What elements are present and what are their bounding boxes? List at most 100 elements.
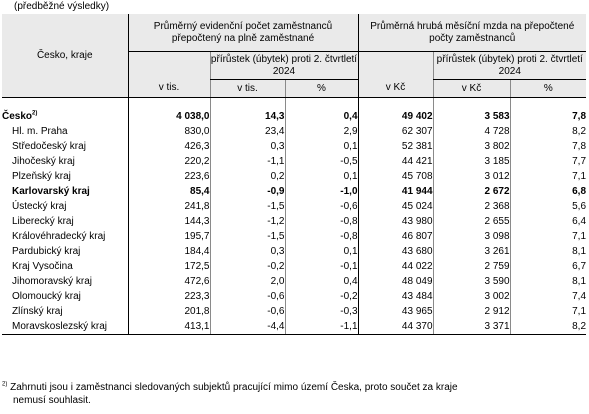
wage-value: 41 944 xyxy=(357,184,434,199)
table-caption: (předběžné výsledky) xyxy=(14,1,110,12)
employees-change-pct: -0,8 xyxy=(284,214,359,229)
wage-change-pct: 6,7 xyxy=(509,259,587,274)
wage-change-abs: 2 655 xyxy=(432,214,511,229)
employees-change-pct: -1,1 xyxy=(284,319,359,335)
employees-value: 413,1 xyxy=(127,319,210,335)
table-row: Moravskoslezský kraj 413,1 -4,4 -1,1 44 … xyxy=(2,319,587,335)
table-row: Středočeský kraj 426,3 0,3 0,1 52 381 3 … xyxy=(2,139,587,154)
wage-change-pct: 7,1 xyxy=(509,229,587,244)
employees-change-abs: 14,3 xyxy=(209,97,285,124)
wage-value: 43 680 xyxy=(357,244,434,259)
table-row: Pardubický kraj 184,4 0,3 0,1 43 680 3 2… xyxy=(2,244,587,259)
table-row: Kraj Vysočina 172,5 -0,2 -0,1 44 022 2 7… xyxy=(2,259,587,274)
employees-value: 223,3 xyxy=(127,289,210,304)
table-row: Česko2) 4 038,0 14,3 0,4 49 402 3 583 7,… xyxy=(2,97,587,124)
footnote: 2) Zahrnuti jsou i zaměstnanci sledovaný… xyxy=(2,381,458,407)
employees-change-pct: 0,1 xyxy=(284,139,359,154)
region-name: Jihočeský kraj xyxy=(12,155,75,167)
employees-change-pct: -0,1 xyxy=(284,259,359,274)
wage-change-abs: 3 371 xyxy=(432,319,511,335)
wage-change-abs: 3 583 xyxy=(432,97,511,124)
wage-change-abs-header: v Kč xyxy=(432,79,511,98)
wage-change-pct: 6,4 xyxy=(509,214,587,229)
employees-value: 195,7 xyxy=(127,229,210,244)
employees-value: 472,6 xyxy=(127,274,210,289)
wage-change-abs: 3 261 xyxy=(432,244,511,259)
employees-change-pct: 0,4 xyxy=(284,274,359,289)
region-name: Hl. m. Praha xyxy=(12,125,68,137)
employees-change-pct: -1,0 xyxy=(284,184,359,199)
wage-change-abs: 3 802 xyxy=(432,139,511,154)
employees-change-pct: 0,4 xyxy=(284,97,359,124)
region-name: Středočeský kraj xyxy=(12,140,86,152)
employees-value: 830,0 xyxy=(127,124,210,139)
employees-value: 85,4 xyxy=(127,184,210,199)
wage-value: 43 965 xyxy=(357,304,434,319)
wage-value: 44 421 xyxy=(357,154,434,169)
employees-change-pct: -0,3 xyxy=(284,304,359,319)
employees-change-pct-header: % xyxy=(284,79,359,98)
wage-change-abs: 2 759 xyxy=(432,259,511,274)
wage-change-pct: 7,7 xyxy=(509,154,587,169)
table-row: Olomoucký kraj 223,3 -0,6 -0,2 43 484 3 … xyxy=(2,289,587,304)
region-column-header: Česko, kraje xyxy=(2,14,128,98)
footnote-marker: 2) xyxy=(32,110,38,117)
wage-value: 43 980 xyxy=(357,214,434,229)
wage-change-abs: 3 012 xyxy=(432,169,511,184)
employees-change-pct: -0,5 xyxy=(284,154,359,169)
employees-value: 223,6 xyxy=(127,169,210,184)
region-name: Olomoucký kraj xyxy=(12,290,81,302)
employees-value: 220,2 xyxy=(127,154,210,169)
employees-value: 241,8 xyxy=(127,199,210,214)
employees-change-abs: -0,6 xyxy=(209,289,285,304)
wage-change-abs: 3 002 xyxy=(432,289,511,304)
table-row: Liberecký kraj 144,3 -1,2 -0,8 43 980 2 … xyxy=(2,214,587,229)
wage-value: 45 024 xyxy=(357,199,434,214)
employees-value: 172,5 xyxy=(127,259,210,274)
region-name: Jihomoravský kraj xyxy=(12,275,93,287)
table-row: Plzeňský kraj 223,6 0,2 0,1 45 708 3 012… xyxy=(2,169,587,184)
employees-change-pct: 2,9 xyxy=(284,124,359,139)
wage-change-pct: 7,1 xyxy=(509,304,587,319)
wage-change-abs: 4 728 xyxy=(432,124,511,139)
wage-change-pct: 6,8 xyxy=(509,184,587,199)
wage-change-pct: 7,1 xyxy=(509,169,587,184)
table-row: Královéhradecký kraj 195,7 -1,5 -0,8 46 … xyxy=(2,229,587,244)
wage-value: 44 370 xyxy=(357,319,434,335)
wage-value: 52 381 xyxy=(357,139,434,154)
employees-change-abs: 0,3 xyxy=(209,139,285,154)
employees-value: 144,3 xyxy=(127,214,210,229)
wage-change-abs: 2 672 xyxy=(432,184,511,199)
footnote-line-2: nemusí souhlasit. xyxy=(13,395,91,406)
wage-change-pct: 5,6 xyxy=(509,199,587,214)
region-name: Zlínský kraj xyxy=(12,305,63,317)
wage-value: 49 402 xyxy=(357,97,434,124)
region-name: Ústecký kraj xyxy=(12,200,67,212)
table-row: Ústecký kraj 241,8 -1,5 -0,6 45 024 2 36… xyxy=(2,199,587,214)
wage-value: 46 807 xyxy=(357,229,434,244)
wage-value: 45 708 xyxy=(357,169,434,184)
wage-change-pct: 8,2 xyxy=(509,319,587,335)
employees-change-abs: -0,2 xyxy=(209,259,285,274)
table-row: Karlovarský kraj 85,4 -0,9 -1,0 41 944 2… xyxy=(2,184,587,199)
employees-change-abs: 2,0 xyxy=(209,274,285,289)
employees-unit-header: v tis. xyxy=(127,51,210,98)
wage-change-pct: 7,4 xyxy=(509,289,587,304)
employees-change-pct: 0,1 xyxy=(284,169,359,184)
wage-change-abs: 2 368 xyxy=(432,199,511,214)
regional-statistics-table: Česko, kraje Průměrný evidenční počet za… xyxy=(2,14,587,335)
employees-change-abs: -0,9 xyxy=(209,184,285,199)
wage-change-pct-header: % xyxy=(509,79,587,98)
employees-change-pct: -0,8 xyxy=(284,229,359,244)
region-name: Liberecký kraj xyxy=(12,215,74,227)
employees-value: 184,4 xyxy=(127,244,210,259)
employees-change-abs-header: v tis. xyxy=(209,79,285,98)
wage-change-pct: 7,8 xyxy=(509,97,587,124)
footnote-line-1: 2) Zahrnuti jsou i zaměstnanci sledovaný… xyxy=(2,381,458,393)
table-row: Jihomoravský kraj 472,6 2,0 0,4 48 049 3… xyxy=(2,274,587,289)
employees-change-pct: -0,2 xyxy=(284,289,359,304)
wage-change-pct: 8,1 xyxy=(509,274,587,289)
employees-change-abs: -1,5 xyxy=(209,199,285,214)
employees-change-abs: 23,4 xyxy=(209,124,285,139)
region-name: Česko2) xyxy=(2,110,38,122)
